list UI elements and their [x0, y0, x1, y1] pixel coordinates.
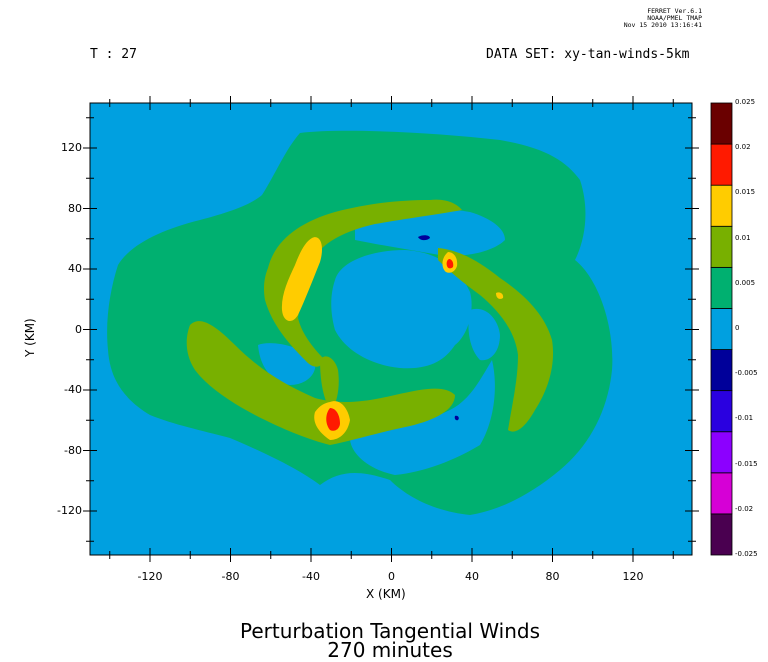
colorbar: [710, 102, 733, 556]
colorbar-swatch: [710, 513, 733, 556]
y-tick-label: 0: [75, 322, 82, 336]
spiral-band-e: [438, 248, 554, 432]
colorbar-swatch: [710, 266, 733, 309]
colorbar-swatch: [710, 308, 733, 350]
x-tick-label: -120: [137, 570, 163, 583]
chart-subtitle: 270 minutes: [327, 638, 453, 662]
minimum-n: [418, 235, 430, 241]
band-maximum-nw: [281, 237, 323, 322]
band-maximum-small: [496, 292, 504, 299]
x-tick-label: 120: [622, 570, 644, 583]
colorbar-label: -0.015: [735, 459, 758, 468]
y-tick-label: -80: [64, 443, 82, 457]
colorbar-label: -0.005: [735, 369, 758, 378]
colorbar-label: -0.025: [735, 550, 758, 558]
inner-hole-region: [331, 250, 472, 369]
y-tick-label: -40: [64, 383, 82, 396]
x-axis-label: X (KM): [366, 587, 406, 601]
chart-title: Perturbation Tangential Winds: [240, 619, 540, 643]
x-tick-label: 40: [465, 570, 479, 583]
ferret-timestamp: Nov 15 2010 13:16:41: [623, 21, 702, 29]
y-axis-label: Y (KM): [23, 318, 37, 357]
colorbar-swatch: [710, 390, 733, 433]
y-tick-label: -120: [57, 504, 82, 517]
ferret-version: FERRET Ver.6.1: [647, 7, 702, 15]
peak-s: [326, 408, 340, 431]
colorbar-label: 0: [735, 324, 740, 332]
ferret-lab: NOAA/PMEL TMAP: [647, 14, 702, 22]
blue-pocket-e: [468, 308, 500, 361]
x-tick-label: -80: [221, 570, 240, 583]
y-tick-label: 80: [68, 201, 82, 215]
colorbar-label: -0.02: [735, 504, 754, 513]
x-tick-label: 0: [388, 570, 395, 583]
y-tick-label: 120: [61, 141, 82, 154]
dataset-label: DATA SET: xy-tan-winds-5km: [486, 47, 690, 62]
spiral-band-center: [320, 356, 339, 410]
y-tick-label: 40: [68, 262, 82, 275]
colorbar-label: 0.02: [735, 143, 751, 152]
colorbar-label: 0.005: [735, 278, 756, 287]
colorbar-swatch: [710, 143, 733, 186]
colorbar-label: 0.025: [735, 98, 756, 106]
time-label: T : 27: [90, 47, 137, 62]
colorbar-label: 0.015: [735, 188, 756, 197]
colorbar-swatch: [710, 225, 733, 268]
colorbar-swatch: [710, 184, 733, 227]
colorbar-swatch: [710, 431, 733, 474]
minimum-se: [454, 415, 459, 421]
colorbar-swatch: [710, 349, 733, 392]
axis-ticks: [83, 96, 699, 562]
x-tick-label: -40: [302, 570, 320, 583]
colorbar-swatch: [710, 102, 733, 145]
x-tick-label: 80: [545, 570, 560, 583]
colorbar-label: -0.01: [735, 414, 754, 423]
peak-ne: [446, 259, 454, 269]
ferret-stamp: FERRET Ver.6.1 NOAA/PMEL TMAP Nov 15 201…: [600, 8, 702, 29]
field: [90, 103, 692, 555]
blue-pocket-s: [350, 360, 495, 475]
colorbar-swatch: [710, 472, 733, 515]
spiral-band-sw: [186, 321, 455, 445]
colorbar-label: 0.01: [735, 233, 751, 242]
